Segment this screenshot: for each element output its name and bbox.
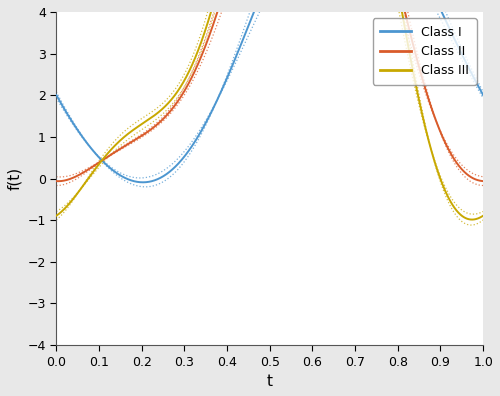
Legend: Class I, Class II, Class III: Class I, Class II, Class III <box>372 18 477 85</box>
Y-axis label: f(t): f(t) <box>7 167 22 190</box>
X-axis label: t: t <box>266 374 272 389</box>
